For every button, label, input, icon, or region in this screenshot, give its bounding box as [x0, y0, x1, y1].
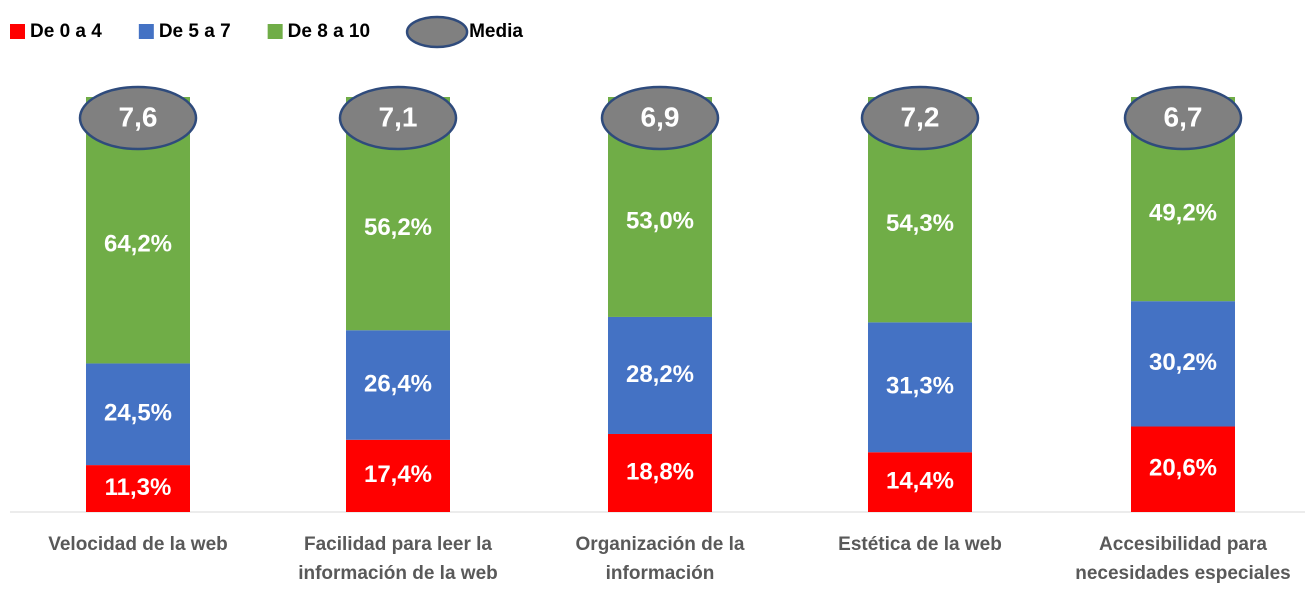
legend-label: De 8 a 10 [288, 21, 370, 42]
data-label: 31,3% [886, 373, 954, 400]
data-label: 18,8% [626, 458, 694, 485]
bar-segment [346, 439, 450, 512]
media-label: 7,1 [379, 101, 418, 132]
data-label: 14,4% [886, 467, 954, 494]
media-marker [860, 85, 980, 151]
media-label: 7,2 [901, 101, 940, 132]
legend-label: De 5 a 7 [159, 21, 231, 42]
data-label: 24,5% [104, 400, 172, 427]
data-label: 30,2% [1149, 349, 1217, 376]
bar-segment [1131, 426, 1235, 512]
bar-segment [868, 322, 972, 453]
legend-swatch [267, 24, 283, 39]
media-label: 6,9 [641, 101, 680, 132]
category-label: Estética de la web [838, 534, 1002, 555]
bar-segment [86, 363, 190, 466]
bar-segment [1131, 301, 1235, 427]
data-label: 17,4% [364, 461, 432, 488]
bar-segment [608, 316, 712, 434]
legend-label: Media [469, 21, 523, 42]
category-label: Facilidad para leer la información de la… [298, 534, 498, 584]
media-label: 6,7 [1164, 101, 1203, 132]
data-label: 28,2% [626, 361, 694, 388]
data-label: 54,3% [886, 210, 954, 237]
media-marker [600, 85, 720, 151]
data-label: 64,2% [104, 231, 172, 258]
legend-swatch [138, 24, 154, 39]
category-label: Velocidad de la web [48, 534, 228, 555]
data-label: 49,2% [1149, 199, 1217, 226]
media-marker [338, 85, 458, 151]
data-label: 26,4% [364, 370, 432, 397]
category-label: Organización de la información [575, 534, 745, 584]
legend-swatch [405, 15, 469, 49]
bar-segment [86, 465, 190, 512]
bar-segment [608, 433, 712, 512]
bar-segment [346, 330, 450, 440]
legend-label: De 0 a 4 [30, 21, 102, 42]
data-label: 11,3% [105, 474, 172, 501]
category-label: Accesibilidad para necesidades especiale… [1075, 534, 1291, 584]
media-label: 7,6 [119, 101, 158, 132]
legend-swatch [10, 24, 25, 39]
data-label: 53,0% [626, 207, 694, 234]
bar-segment [868, 452, 972, 512]
media-marker [78, 85, 198, 151]
data-label: 56,2% [364, 214, 432, 241]
data-label: 20,6% [1149, 455, 1217, 482]
media-marker [1123, 85, 1243, 151]
